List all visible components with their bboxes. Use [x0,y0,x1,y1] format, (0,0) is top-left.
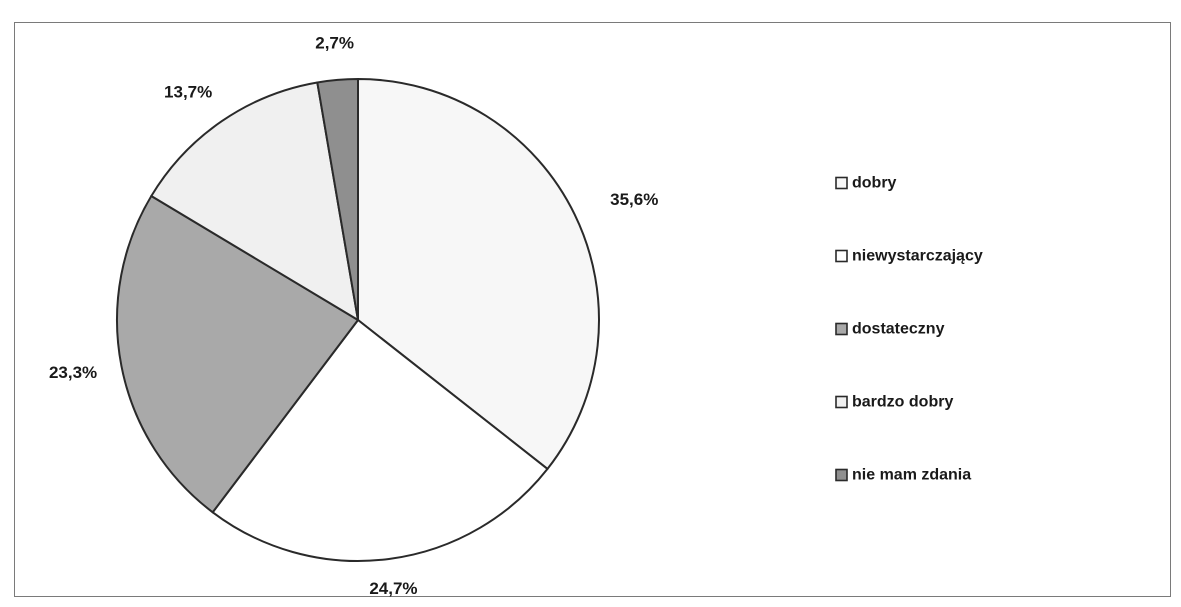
legend: dobry niewystarczający dostateczny bardzo d… [835,175,983,484]
pie-slice-nie-mam-zdania [316,78,359,321]
legend-swatch [835,322,848,336]
pie-slice-dostateczny [116,195,359,514]
legend-item-dobry: dobry [835,175,897,192]
legend-swatch [835,468,848,482]
data-label-bardzo-dobry: 13,7% [164,83,212,102]
pie-slice-bardzo-dobry [150,81,359,321]
legend-item-bardzo-dobry: bardzo dobry [835,394,953,411]
legend-label: niewystarczający [852,248,983,265]
data-label-niewystarczajacy: 24,7% [369,579,417,598]
legend-item-nie-mam-zdania: nie mam zdania [835,467,971,484]
pie-data-labels: 35,6% 24,7% 23,3% 13,7% 2,7% [49,33,658,598]
legend-swatch [835,249,848,263]
legend-item-dostateczny: dostateczny [835,321,945,338]
legend-item-niewystarczajacy: niewystarczający [835,248,983,265]
pie-slices [116,78,600,562]
pie-slice-dobry [357,78,600,470]
data-label-dobry: 35,6% [610,190,658,209]
pie-slice-niewystarczajacy [211,319,549,562]
legend-swatch [835,176,848,190]
data-label-nie-mam-zdania: 2,7% [315,33,354,52]
legend-swatch [835,395,848,409]
legend-label: dostateczny [852,321,945,338]
legend-label: dobry [852,175,897,192]
legend-label: nie mam zdania [852,467,971,484]
legend-label: bardzo dobry [852,394,953,411]
data-label-dostateczny: 23,3% [49,363,97,382]
